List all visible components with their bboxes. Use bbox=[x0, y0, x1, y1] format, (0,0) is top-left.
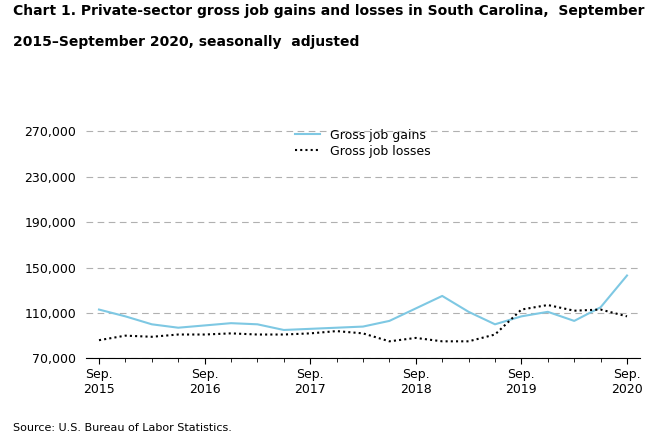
Text: Chart 1. Private-sector gross job gains and losses in South Carolina,  September: Chart 1. Private-sector gross job gains … bbox=[13, 4, 645, 18]
Legend: Gross job gains, Gross job losses: Gross job gains, Gross job losses bbox=[295, 128, 431, 158]
Text: Source: U.S. Bureau of Labor Statistics.: Source: U.S. Bureau of Labor Statistics. bbox=[13, 423, 232, 433]
Text: 2015–September 2020, seasonally  adjusted: 2015–September 2020, seasonally adjusted bbox=[13, 35, 360, 49]
